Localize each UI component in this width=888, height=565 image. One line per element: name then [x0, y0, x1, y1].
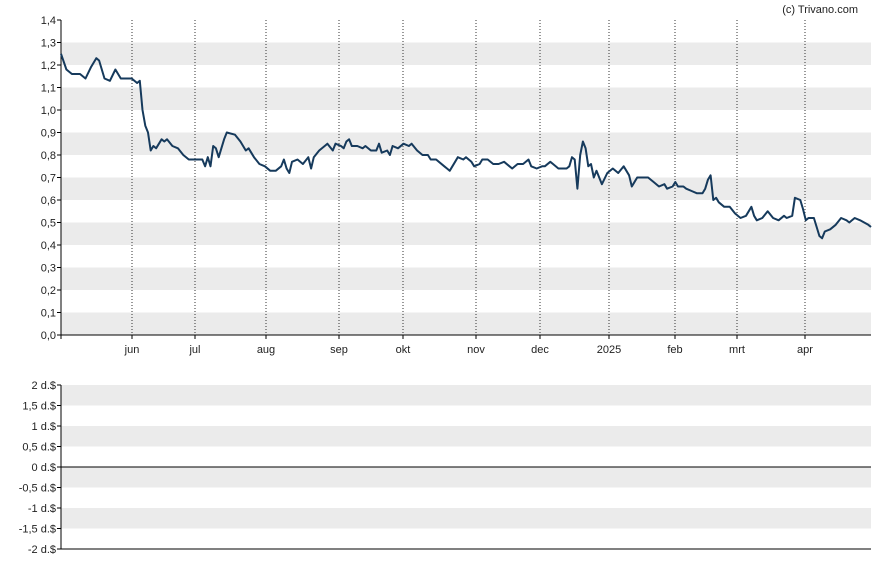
y-tick-label: 0,9: [41, 128, 56, 140]
y-tick-label: 0,5: [41, 218, 56, 230]
y-tick-label: 1,2: [41, 60, 56, 72]
x-tick-label: jul: [188, 344, 200, 356]
volume-band: [61, 426, 871, 447]
x-tick-label: nov: [467, 344, 485, 356]
x-tick-label: jun: [124, 344, 140, 356]
x-tick-label: sep: [330, 344, 348, 356]
volume-chart-y-tick-labels: 2 d.$ 1,5 d.$ 1 d.$ 0,5 d.$ 0 d.$ -0,5 d.$ -1 …: [19, 380, 61, 556]
y-tick-label: 1,0: [41, 105, 56, 117]
y-tick-label: 0,2: [41, 285, 56, 297]
price-band: [61, 42, 871, 65]
price-band: [61, 132, 871, 155]
y-tick-label: -1,5 d.$: [19, 524, 56, 536]
x-tick-label: 2025: [597, 344, 621, 356]
copyright-text: (c) Trivano.com: [782, 4, 858, 16]
y-tick-label: 0,0: [41, 330, 56, 342]
volume-band: [61, 467, 871, 488]
price-line: [60, 53, 872, 240]
y-tick-label: 0,7: [41, 173, 56, 185]
y-tick-label: 2 d.$: [32, 380, 56, 392]
price-chart-y-tick-labels: 0,0 0,1 0,2 0,3 0,4 0,5 0,6 0,7 0,8 0,9 1,0 1,1 1,2 1…: [41, 15, 61, 342]
price-band: [61, 222, 871, 245]
y-tick-label: 0,3: [41, 263, 56, 275]
y-tick-label: 0,8: [41, 150, 56, 162]
y-tick-label: 1 d.$: [32, 421, 56, 433]
price-chart-bands: [61, 42, 871, 335]
x-tick-label: dec: [531, 344, 549, 356]
y-tick-label: 1,1: [41, 83, 56, 95]
x-tick-label: okt: [396, 344, 411, 356]
price-band: [61, 87, 871, 110]
price-band: [61, 177, 871, 200]
y-tick-label: -2 d.$: [28, 544, 56, 556]
x-tick-label: mrt: [729, 344, 745, 356]
x-tick-label: apr: [797, 344, 813, 356]
x-tick-label: aug: [257, 344, 275, 356]
y-tick-label: 0,5 d.$: [22, 442, 56, 454]
y-tick-label: -0,5 d.$: [19, 483, 56, 495]
y-tick-label: 0,1: [41, 308, 56, 320]
y-tick-label: 0,4: [41, 240, 56, 252]
volume-band: [61, 508, 871, 529]
volume-band: [61, 385, 871, 406]
price-band: [61, 267, 871, 290]
y-tick-label: 0 d.$: [32, 462, 56, 474]
y-tick-label: 0,6: [41, 195, 56, 207]
volume-chart-bands: [61, 385, 871, 529]
price-chart-axis: [57, 20, 871, 339]
y-tick-label: 1,5 d.$: [22, 401, 56, 413]
y-tick-label: 1,3: [41, 38, 56, 50]
price-band: [61, 312, 871, 335]
y-tick-label: -1 d.$: [28, 503, 56, 515]
y-tick-label: 1,4: [41, 15, 56, 27]
x-tick-label: feb: [667, 344, 682, 356]
price-series: [60, 53, 872, 240]
price-chart-x-tick-labels: jun jul aug sep okt nov dec 2025 feb mrt apr: [124, 335, 813, 356]
